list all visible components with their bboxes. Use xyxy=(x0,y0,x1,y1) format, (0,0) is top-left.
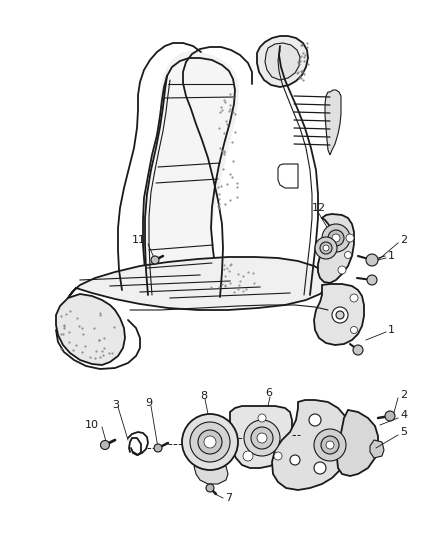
Text: 3: 3 xyxy=(112,400,119,410)
Circle shape xyxy=(314,429,346,461)
Circle shape xyxy=(258,414,266,422)
Circle shape xyxy=(350,294,358,302)
Polygon shape xyxy=(194,466,228,484)
Polygon shape xyxy=(142,51,239,298)
Circle shape xyxy=(314,462,326,474)
Circle shape xyxy=(336,311,344,319)
Text: 5: 5 xyxy=(400,427,407,437)
Circle shape xyxy=(204,436,216,448)
Circle shape xyxy=(323,245,329,251)
Text: 2: 2 xyxy=(400,390,407,400)
Polygon shape xyxy=(257,36,308,87)
Circle shape xyxy=(332,234,340,242)
Polygon shape xyxy=(68,257,330,310)
Polygon shape xyxy=(143,58,235,297)
Circle shape xyxy=(350,327,357,334)
Polygon shape xyxy=(370,440,384,458)
Text: 2: 2 xyxy=(400,235,407,245)
Text: 1: 1 xyxy=(388,325,395,335)
Circle shape xyxy=(243,451,253,461)
Polygon shape xyxy=(337,410,378,476)
Text: 12: 12 xyxy=(312,203,326,213)
Text: 11: 11 xyxy=(132,235,146,245)
Circle shape xyxy=(182,414,238,470)
Circle shape xyxy=(346,234,354,242)
Circle shape xyxy=(332,307,348,323)
Text: 7: 7 xyxy=(225,493,232,503)
Polygon shape xyxy=(278,164,298,188)
Circle shape xyxy=(321,436,339,454)
Polygon shape xyxy=(265,43,300,80)
Circle shape xyxy=(320,242,332,254)
Circle shape xyxy=(190,422,230,462)
Circle shape xyxy=(151,256,159,264)
Circle shape xyxy=(244,420,280,456)
Polygon shape xyxy=(230,406,292,468)
Text: 9: 9 xyxy=(145,398,152,408)
Polygon shape xyxy=(314,284,364,345)
Circle shape xyxy=(322,224,350,252)
Circle shape xyxy=(345,252,352,259)
Polygon shape xyxy=(272,400,350,490)
Circle shape xyxy=(154,444,162,452)
Circle shape xyxy=(367,275,377,285)
Text: 8: 8 xyxy=(200,391,207,401)
Circle shape xyxy=(366,254,378,266)
Text: 4: 4 xyxy=(400,410,407,420)
Polygon shape xyxy=(56,294,125,365)
Circle shape xyxy=(290,455,300,465)
Circle shape xyxy=(353,345,363,355)
Circle shape xyxy=(100,440,110,449)
Circle shape xyxy=(274,452,282,460)
Text: 10: 10 xyxy=(85,420,99,430)
Circle shape xyxy=(331,435,345,449)
Circle shape xyxy=(328,230,344,246)
Polygon shape xyxy=(318,214,354,283)
Circle shape xyxy=(315,237,337,259)
Text: 6: 6 xyxy=(265,388,272,398)
Circle shape xyxy=(326,441,334,449)
Circle shape xyxy=(198,430,222,454)
Circle shape xyxy=(206,484,214,492)
Text: 1: 1 xyxy=(388,251,395,261)
Polygon shape xyxy=(325,90,341,155)
Circle shape xyxy=(251,427,273,449)
Circle shape xyxy=(385,411,395,421)
Circle shape xyxy=(338,266,346,274)
Circle shape xyxy=(257,433,267,443)
Circle shape xyxy=(309,414,321,426)
